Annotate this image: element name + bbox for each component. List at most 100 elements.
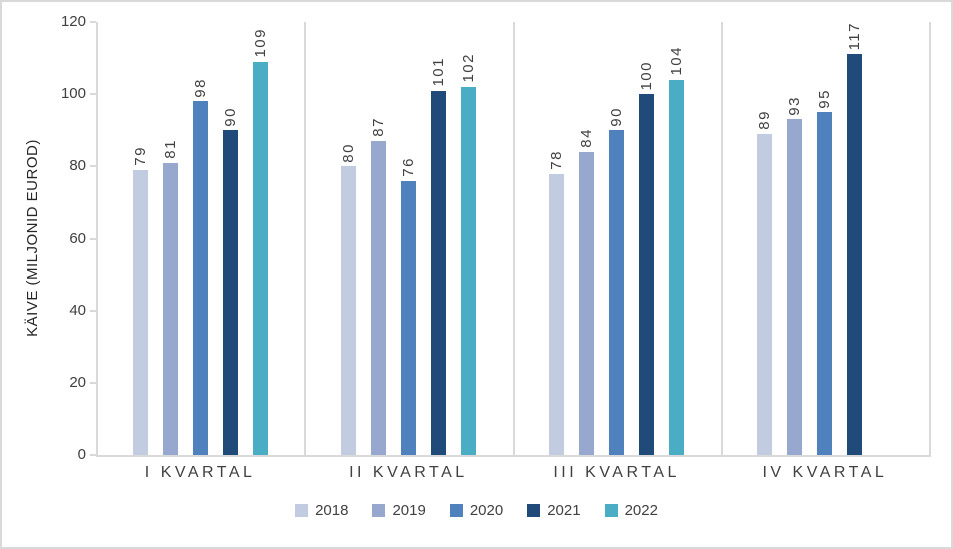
y-tick-label: 40 [69, 301, 86, 319]
bar-value-label: 81 [161, 139, 179, 159]
legend-item-2018: 2018 [295, 503, 348, 518]
bar-value-label: 78 [548, 149, 566, 170]
bar-2020 [192, 101, 208, 455]
bar-slot: 117 [846, 22, 864, 455]
bar-slot: 89 [756, 22, 774, 455]
bar-slot: 101 [429, 22, 447, 455]
group-separator [304, 22, 307, 455]
legend-swatch [449, 504, 463, 517]
category-label: IV KVARTAL [762, 464, 888, 481]
bar-group: 79 81 98 90 109 [96, 22, 304, 455]
bar-value-label: 101 [429, 57, 447, 87]
bar-slot: 90 [608, 22, 626, 455]
legend-item-2019: 2019 [372, 502, 426, 519]
bar-2020 [609, 130, 625, 455]
y-tick-label: 0 [77, 446, 86, 463]
bar-2021 [639, 94, 655, 455]
category-label: II KVARTAL [349, 464, 468, 481]
bar-2018 [549, 173, 565, 455]
legend-swatch [372, 504, 386, 517]
bar-value-label: 109 [251, 28, 269, 58]
legend-label: 2018 [315, 502, 349, 519]
bar-value-label: 102 [459, 53, 477, 83]
legend-label: 2022 [624, 502, 658, 519]
bar-2020 [400, 180, 416, 455]
y-tick-label: 60 [69, 229, 86, 247]
bar-slot: 93 [786, 22, 804, 455]
bar-2022 [460, 86, 476, 455]
bar-2019 [579, 151, 595, 455]
y-tick-mark [90, 309, 96, 312]
bar-slot: 78 [548, 22, 566, 455]
y-tick-mark [90, 21, 96, 23]
bar-group: 89 93 95 117 [721, 22, 929, 455]
bar-value-label: 90 [221, 106, 239, 127]
legend-swatch [295, 504, 309, 517]
bar-2018 [340, 166, 356, 455]
bar-value-label: 87 [369, 117, 387, 138]
bar-value-label: 80 [339, 142, 357, 163]
bar-group: 78 84 90 100 104 [513, 22, 721, 455]
bar-slot: 80 [339, 22, 357, 455]
bar-value-label: 100 [638, 60, 656, 91]
bar-slot: 84 [578, 22, 596, 455]
y-tick-label: 100 [60, 85, 86, 103]
bar-slot: 109 [251, 22, 269, 455]
bar-2019 [787, 119, 803, 455]
bar-value-label: 76 [399, 157, 417, 177]
bar-slot: 95 [816, 22, 834, 455]
bar-2018 [132, 169, 148, 455]
bar-slot: 87 [369, 22, 387, 455]
bar-value-label: 104 [668, 46, 686, 76]
bar-slot: 98 [191, 22, 209, 455]
bar-2019 [162, 162, 178, 455]
bar-2020 [817, 112, 833, 455]
bar-slot: 104 [668, 22, 686, 455]
bar-2022 [252, 61, 268, 455]
legend-swatch [527, 504, 541, 517]
legend-label: 2019 [392, 502, 426, 519]
legend: 2018 2019 2020 2021 2022 [2, 503, 951, 518]
bar-group: 80 87 76 101 102 [304, 22, 512, 455]
bar-value-label: 90 [608, 106, 626, 127]
y-axis-line [96, 22, 98, 457]
x-axis-line [96, 455, 931, 457]
bar-2022 [669, 79, 685, 455]
bar-slot: 76 [399, 22, 417, 455]
bar-value-label: 93 [786, 95, 804, 116]
y-tick-label: 80 [69, 157, 86, 175]
y-tick-mark [90, 454, 96, 456]
legend-swatch [604, 504, 618, 517]
bar-slot: 100 [638, 22, 656, 455]
legend-item-2022: 2022 [604, 502, 658, 519]
legend-item-2020: 2020 [449, 502, 504, 519]
bar-2021 [430, 90, 446, 455]
y-tick-mark [90, 93, 96, 96]
bar-value-label: 89 [756, 110, 774, 130]
bar-2021 [847, 54, 863, 455]
y-tick-mark [90, 237, 96, 240]
category-label: III KVARTAL [553, 464, 680, 481]
bar-slot [877, 22, 892, 455]
legend-label: 2021 [547, 502, 581, 519]
bar-slot: 79 [131, 22, 149, 455]
bar-value-label: 98 [191, 77, 209, 98]
group-separator [929, 22, 931, 455]
y-tick-mark [90, 381, 96, 384]
bar-value-label: 79 [131, 146, 149, 166]
legend-item-2021: 2021 [527, 502, 581, 519]
group-separator [512, 22, 515, 455]
bar-slot: 90 [221, 22, 239, 455]
bar-2019 [370, 141, 386, 455]
legend-label: 2020 [469, 502, 504, 519]
y-tick-label: 20 [69, 373, 86, 391]
bar-value-label: 84 [578, 128, 596, 148]
bar-2018 [757, 133, 773, 455]
bar-value-label: 95 [816, 88, 834, 109]
bar-2021 [222, 130, 238, 455]
y-tick-mark [90, 165, 96, 168]
category-label: I KVARTAL [144, 464, 256, 481]
bar-value-label: 117 [846, 22, 864, 51]
